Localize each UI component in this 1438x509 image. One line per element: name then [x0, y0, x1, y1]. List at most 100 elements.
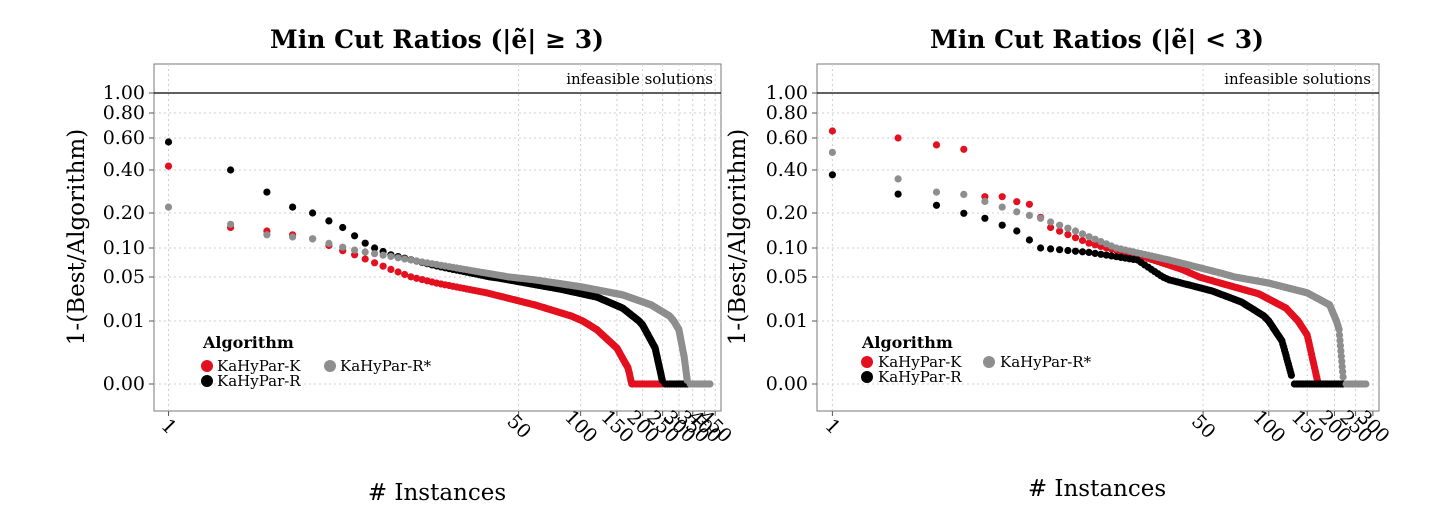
data-point [401, 255, 409, 263]
data-point [387, 265, 395, 273]
y-tick-label: 0.60 [766, 127, 808, 149]
legend-label-kahypar-r-star: KaHyPar-R* [1000, 353, 1092, 371]
chart-title-right: Min Cut Ratios (|ẽ| < 3) [930, 25, 1264, 54]
series-kahypar-r [828, 171, 1347, 388]
x-tick-label: 50 [503, 410, 536, 443]
y-tick-label: 0.20 [766, 202, 808, 224]
data-point [361, 248, 369, 256]
y-tick-label: 0.01 [103, 310, 145, 332]
data-point [981, 197, 989, 205]
data-point [401, 270, 409, 279]
y-tick-label: 0.00 [103, 373, 145, 395]
series-kahypar-r-star [828, 148, 1370, 388]
data-point [960, 145, 968, 153]
data-point [371, 250, 379, 258]
x-axis-label-left: # Instances [368, 480, 506, 506]
data-point [407, 273, 415, 281]
data-point [1336, 336, 1344, 344]
data-point [1091, 241, 1099, 249]
panel-right: Min Cut Ratios (|ẽ| < 3) infeasible solu… [725, 25, 1394, 502]
data-point [1071, 247, 1080, 255]
data-point [1335, 326, 1343, 334]
data-point [379, 251, 387, 259]
data-point [164, 162, 173, 170]
y-tick-label: 0.20 [103, 202, 145, 224]
data-point [932, 201, 941, 209]
data-point [894, 134, 902, 142]
data-point [1025, 236, 1033, 244]
data-point [1056, 221, 1064, 229]
data-point [339, 243, 347, 251]
data-point [263, 188, 271, 196]
data-point [227, 220, 235, 228]
legend-label-kahypar-r: KaHyPar-R [878, 368, 962, 386]
infeasible-label-right: infeasible solutions [1224, 70, 1371, 88]
data-point [387, 252, 395, 261]
y-tick-label: 0.05 [766, 266, 808, 288]
data-point [371, 259, 379, 267]
data-point [828, 127, 837, 135]
data-point [325, 217, 333, 225]
y-ticks-right: 0.00 0.01 0.05 0.10 0.20 0.40 0.60 0.801.00 [766, 82, 817, 395]
data-point [1085, 239, 1093, 247]
legend-title-right: Algorithm [861, 333, 953, 352]
legend-swatch-kahypar-r [861, 371, 873, 383]
legend-title-left: Algorithm [202, 333, 294, 352]
data-point-zero [1362, 380, 1370, 388]
data-point [1337, 352, 1345, 360]
legend-swatch-kahypar-r-star [324, 360, 336, 372]
data-point [371, 244, 379, 252]
data-point [1047, 223, 1055, 232]
y-tick-label: 0.05 [103, 266, 145, 288]
data-point [1013, 198, 1021, 206]
x-tick-label: 50 [1187, 410, 1220, 443]
data-point [1025, 211, 1033, 219]
data-point [1047, 245, 1055, 253]
data-point [1037, 244, 1045, 252]
data-point [1097, 250, 1105, 258]
y-tick-label: 1.00 [766, 82, 808, 104]
x-axis-label-right: # Instances [1028, 476, 1166, 502]
y-tick-label: 0.40 [103, 159, 145, 181]
data-point [351, 246, 359, 254]
data-point [1337, 347, 1345, 355]
data-point [309, 235, 317, 243]
y-tick-label: 0.01 [766, 310, 808, 332]
y-tick-label: 0.40 [766, 159, 808, 181]
data-point [932, 188, 941, 196]
legend-swatch-kahypar-k [201, 360, 213, 372]
data-point [361, 239, 369, 247]
data-point [998, 221, 1006, 229]
legend-label-kahypar-k: KaHyPar-K [217, 357, 301, 375]
data-point [1335, 331, 1344, 339]
data-point [1287, 371, 1295, 379]
data-point [1071, 234, 1080, 242]
data-point [325, 239, 333, 247]
y-tick-label: 0.10 [103, 237, 145, 259]
data-point [981, 214, 989, 222]
infeasible-label-left: infeasible solutions [566, 70, 713, 88]
panel-left: Min Cut Ratios (|ẽ| ≥ 3) infeasible solu… [64, 25, 736, 506]
legend-left: Algorithm KaHyPar-K KaHyPar-R* KaHyPar-R [201, 333, 432, 390]
y-axis-label-right: 1-(Best/Algorithm) [725, 129, 751, 345]
y-tick-label: 0.80 [766, 102, 808, 124]
legend-right: Algorithm KaHyPar-K KaHyPar-R* KaHyPar-R [861, 333, 1092, 386]
data-point [361, 255, 369, 263]
data-point [1338, 357, 1346, 365]
data-point [1078, 236, 1087, 245]
data-point [309, 209, 317, 217]
data-point [1056, 227, 1064, 235]
data-point [227, 166, 235, 174]
data-point [1037, 214, 1045, 222]
data-point [828, 171, 837, 179]
data-point [1013, 208, 1021, 216]
data-point [1064, 231, 1072, 239]
data-point [1047, 218, 1055, 226]
data-point [289, 233, 297, 241]
data-point [1085, 248, 1093, 256]
data-points-left [164, 138, 714, 388]
data-point [413, 257, 421, 265]
y-tick-label: 0.10 [766, 237, 808, 259]
